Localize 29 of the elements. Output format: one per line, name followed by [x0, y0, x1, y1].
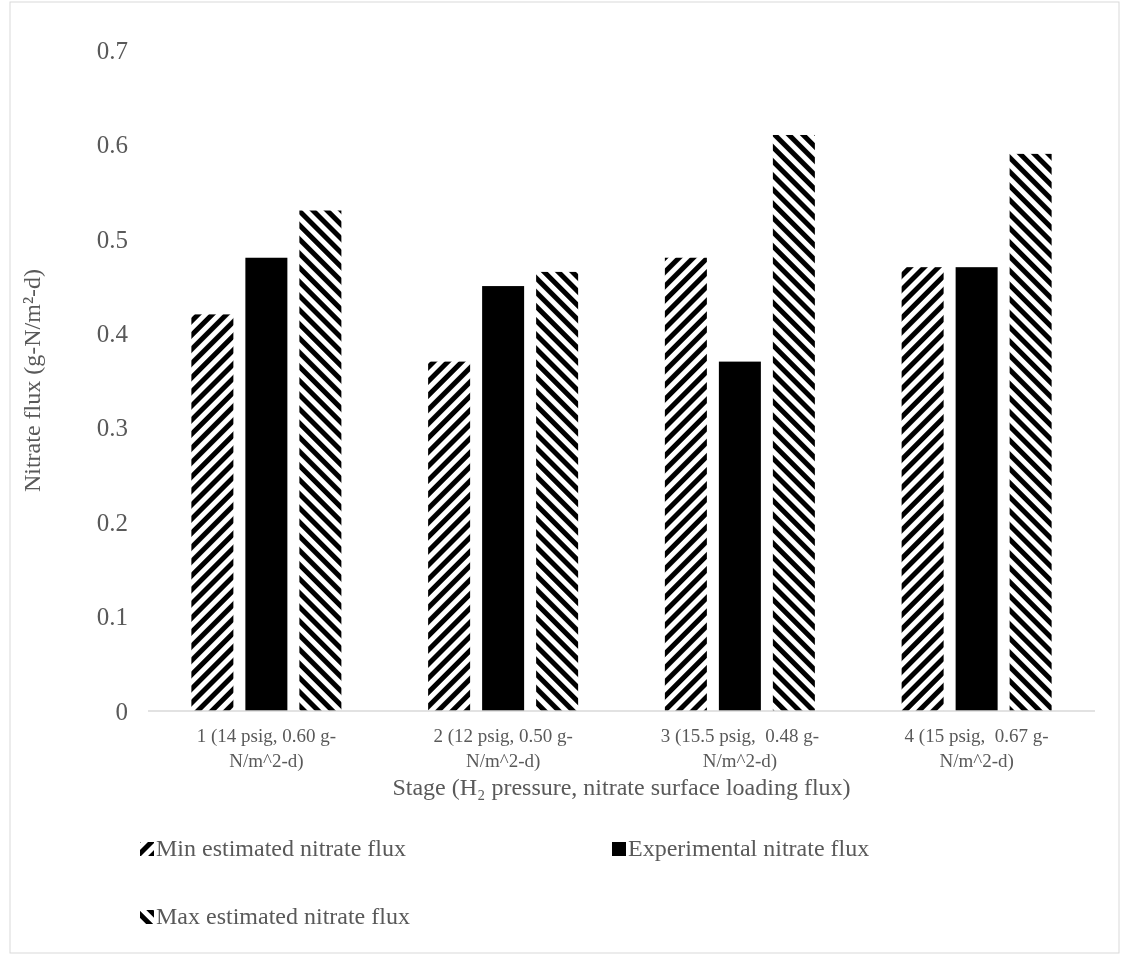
y-tick-label: 0.2	[96, 508, 128, 536]
y-axis-title: Nitrate flux (g-N/m²-d)	[19, 268, 45, 493]
y-tick-label: 0.4	[96, 320, 129, 348]
x-tick-label: 4 (15 psig, 0.67 g-N/m^2-d)	[904, 725, 1049, 772]
x-tick-label: 2 (12 psig, 0.50 g-N/m^2-d)	[433, 725, 573, 772]
bar	[901, 267, 944, 711]
bar	[191, 314, 234, 711]
bar	[718, 361, 761, 711]
bar	[1009, 153, 1052, 711]
legend-label: Min estimated nitrate flux	[156, 835, 406, 861]
y-tick-label: 0.7	[96, 36, 128, 64]
y-tick-label: 0.3	[96, 414, 128, 442]
bar	[299, 210, 342, 711]
bar	[536, 271, 579, 711]
bar	[664, 257, 707, 711]
legend-label: Experimental nitrate flux	[628, 835, 870, 861]
y-tick-label: 0.5	[96, 225, 128, 253]
bar	[245, 257, 288, 711]
bar	[428, 361, 471, 711]
y-tick-label: 0.1	[96, 603, 128, 631]
x-axis-title: Stage (H₂ pressure, nitrate surface loading flux)	[392, 774, 851, 800]
y-tick-label: 0.6	[96, 131, 128, 159]
bar	[482, 286, 525, 711]
bar	[955, 267, 998, 711]
bar	[772, 134, 815, 711]
legend-label: Max estimated nitrate flux	[156, 903, 410, 929]
x-tick-label: 1 (14 psig, 0.60 g-N/m^2-d)	[196, 725, 337, 772]
x-tick-label: 3 (15.5 psig, 0.48 g-N/m^2-d)	[660, 725, 820, 772]
y-tick-label: 0	[115, 697, 128, 725]
